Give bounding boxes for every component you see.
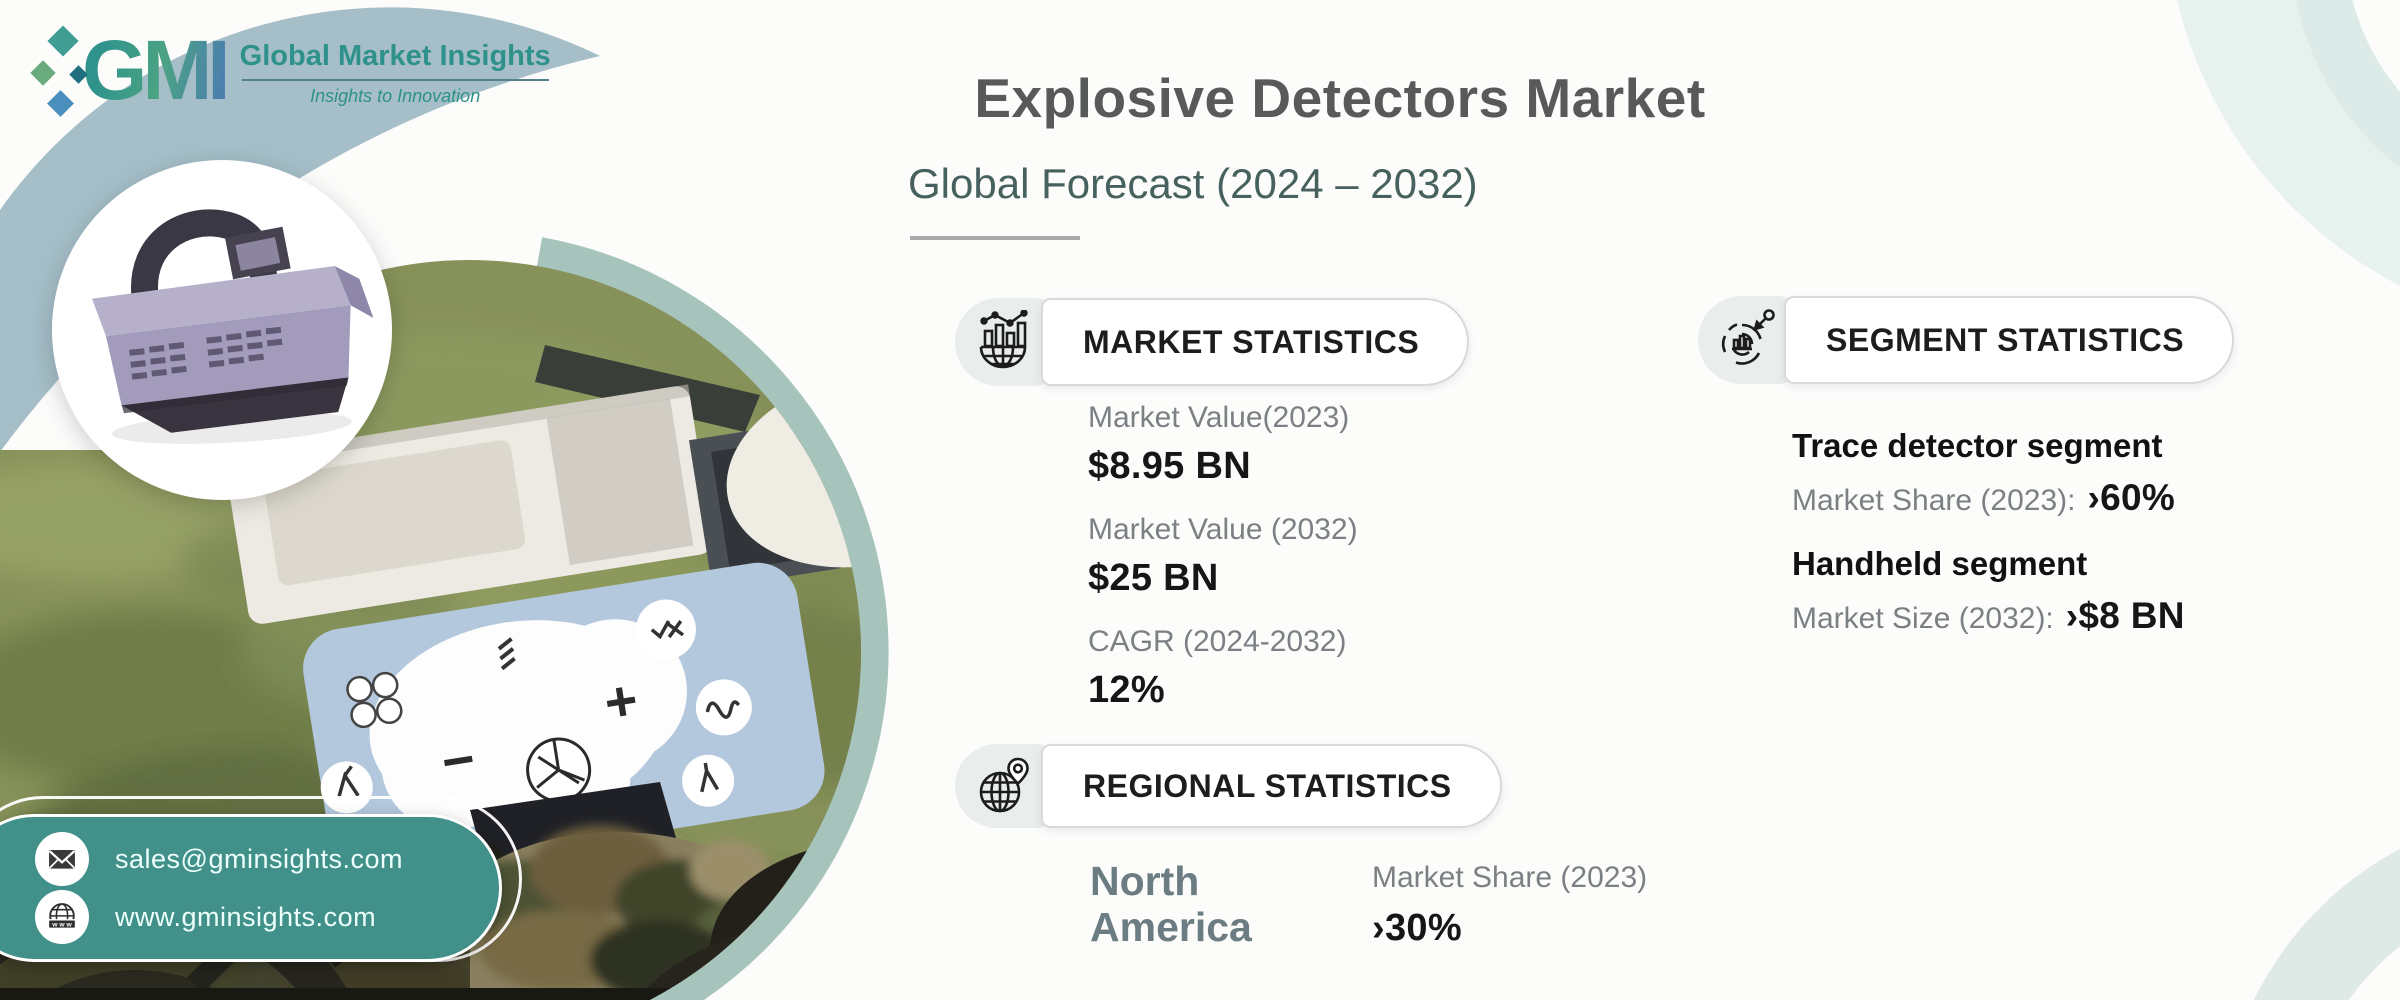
regional-statistics-header: REGIONAL STATISTICS	[955, 744, 1502, 828]
bottom-right-ring-decoration	[2253, 848, 2400, 1000]
market-statistics-heading: MARKET STATISTICS	[1041, 298, 1470, 386]
market-stat-item: CAGR (2024-2032) 12%	[1088, 620, 1358, 716]
slate-crescent-shape	[0, 7, 600, 452]
region-name: North America	[1090, 858, 1252, 950]
stat-value: ›$8 BN	[2065, 595, 2185, 636]
contact-card: sales@gminsights.com w w w www.gminsight…	[0, 814, 502, 962]
segment-name: Trace detector segment	[1792, 427, 2163, 464]
regional-statistics-content: North America Market Share (2023) ›30%	[1090, 858, 1647, 954]
segment-statistics-header: SEGMENT STATISTICS	[1698, 296, 2235, 384]
brand-divider	[241, 78, 549, 81]
envelope-icon	[35, 832, 89, 886]
market-stat-item: Market Value (2032) $25 BN	[1088, 508, 1358, 604]
globe-bar-chart-icon	[955, 298, 1051, 386]
brand-tagline: Insights to Innovation	[310, 85, 481, 106]
page-title: Explosive Detectors Market	[974, 67, 1706, 129]
market-statistics-header: MARKET STATISTICS	[955, 298, 1470, 386]
contact-website-row[interactable]: w w w www.gminsights.com	[35, 888, 499, 946]
camo-glove	[460, 825, 861, 1000]
detector-control-box	[223, 384, 713, 624]
product-inset-image	[52, 160, 392, 500]
stat-label: Market Value (2032)	[1088, 513, 1358, 546]
segment-item: Trace detector segment Market Share (202…	[1792, 424, 2175, 521]
stat-value: ›30%	[1372, 907, 1462, 949]
top-right-ring-decoration	[2177, 0, 2400, 286]
regional-statistics-heading: REGIONAL STATISTICS	[1041, 744, 1502, 828]
contact-email-row[interactable]: sales@gminsights.com	[35, 830, 499, 888]
stat-label: CAGR (2024-2032)	[1088, 625, 1347, 658]
brand-name: Global Market Insights	[239, 39, 551, 72]
pie-chart-arrow-icon	[1698, 296, 1794, 384]
stat-label: Market Value(2023)	[1088, 401, 1350, 434]
stat-value: 12%	[1088, 669, 1165, 711]
stat-value: $8.95 BN	[1088, 445, 1251, 487]
gmi-diamonds-icon	[30, 22, 88, 118]
photo-sage-ring	[268, 237, 889, 1000]
page-subtitle: Global Forecast (2024 – 2032)	[908, 160, 1478, 207]
subtitle-underline	[910, 236, 1080, 240]
stat-label: Market Share (2023):	[1792, 484, 2076, 517]
stat-label: Market Share (2023)	[1372, 861, 1648, 894]
gmi-logo: GMI Global Market Insights Insights to I…	[30, 22, 551, 118]
svg-text:w w w: w w w	[51, 922, 72, 929]
market-stat-item: Market Value(2023) $8.95 BN	[1088, 396, 1358, 492]
globe-location-pin-icon	[955, 744, 1051, 828]
contact-email[interactable]: sales@gminsights.com	[115, 843, 404, 874]
gmi-monogram: GMI	[82, 23, 231, 117]
stat-value: ›60%	[2087, 477, 2176, 518]
detector-keypad: + − AM	[303, 562, 825, 877]
contact-website[interactable]: www.gminsights.com	[115, 901, 377, 932]
www-globe-icon: w w w	[35, 890, 89, 944]
segment-name: Handheld segment	[1792, 545, 2088, 582]
segment-item: Handheld segment Market Size (2032): ›$8…	[1792, 542, 2185, 639]
market-statistics-list: Market Value(2023) $8.95 BN Market Value…	[1088, 396, 1358, 732]
stat-label: Market Size (2032):	[1792, 602, 2054, 635]
segment-statistics-heading: SEGMENT STATISTICS	[1784, 296, 2235, 384]
stat-value: $25 BN	[1088, 557, 1219, 599]
